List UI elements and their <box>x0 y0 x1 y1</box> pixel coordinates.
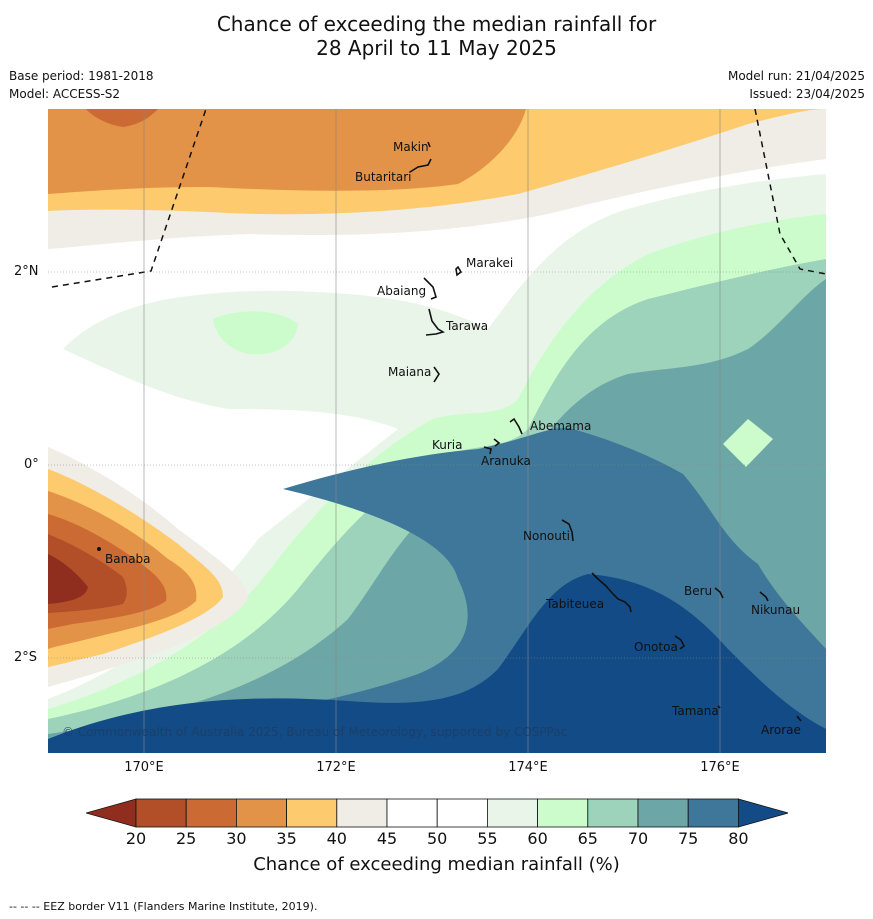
label-aranuka: Aranuka <box>481 454 531 468</box>
eez-border-west <box>51 109 207 288</box>
colorbar-tick-label: 25 <box>176 829 197 848</box>
colorbar-cell <box>436 798 488 828</box>
label-nikunau: Nikunau <box>751 603 800 617</box>
colorbar-cell <box>185 798 237 828</box>
title-line-2: 28 April to 11 May 2025 <box>316 36 557 60</box>
island-abaiang <box>423 277 437 300</box>
island-nonouti <box>561 519 574 542</box>
colorbar-cell <box>537 798 589 828</box>
colorbar-extend-low <box>86 798 137 828</box>
label-nonouti: Nonouti <box>523 529 570 543</box>
island-makin <box>427 141 431 148</box>
colorbar-cell <box>135 798 187 828</box>
island-onotoa <box>674 635 686 650</box>
model-run: Model run: 21/04/2025 <box>727 69 865 83</box>
label-makin: Makin <box>393 140 429 154</box>
contour-60-patch <box>213 311 298 355</box>
label-abemama: Abemama <box>530 419 591 433</box>
label-beru: Beru <box>684 584 712 598</box>
label-butaritari: Butaritari <box>355 170 412 184</box>
colorbar-tick-label: 65 <box>577 829 598 848</box>
colorbar-tick-label: 70 <box>627 829 649 848</box>
eez-legend-footer: -- -- -- EEZ border V11 (Flanders Marine… <box>9 900 318 913</box>
island-tabiteuea <box>591 572 632 613</box>
colorbar-cell <box>687 798 739 828</box>
colorbar-extend-high <box>738 798 788 828</box>
label-arorae: Arorae <box>761 723 801 737</box>
lon-label-174: 174°E <box>508 760 548 775</box>
island-beru <box>714 587 724 599</box>
island-tarawa <box>425 308 445 336</box>
colorbar-title: Chance of exceeding median rainfall (%) <box>253 854 620 875</box>
island-arorae <box>796 715 802 722</box>
contour-north-25 <box>86 109 158 127</box>
island-marakei <box>455 265 463 277</box>
colorbar <box>86 798 788 828</box>
colorbar-tick-label: 75 <box>678 829 699 848</box>
colorbar-cell <box>637 798 689 828</box>
colorbar-cell <box>386 798 438 828</box>
issued-date: Issued: 23/04/2025 <box>749 87 865 101</box>
island-maiana <box>433 366 440 383</box>
colorbar-tick-label: 40 <box>326 829 347 848</box>
colorbar-cell <box>486 798 538 828</box>
contour-80 <box>48 574 826 753</box>
contour-north-30 <box>48 109 526 194</box>
label-onotoa: Onotoa <box>634 640 678 654</box>
label-tamana: Tamana <box>671 704 719 718</box>
rainfall-map: Makin Butaritari Marakei Abaiang Tarawa … <box>48 109 826 753</box>
colorbar-cell <box>286 798 338 828</box>
lat-label-equator: 0° <box>24 457 39 472</box>
lat-label-2n: 2°N <box>14 264 39 279</box>
lon-label-170: 170°E <box>124 760 164 775</box>
label-maiana: Maiana <box>388 365 431 379</box>
colorbar-tick-label: 45 <box>376 829 398 848</box>
meta-right: Model run: 21/04/2025 Issued: 23/04/2025 <box>728 67 865 103</box>
title-line-1: Chance of exceeding the median rainfall … <box>216 12 657 36</box>
colorbar-tick-label: 50 <box>427 829 448 848</box>
colorbar-tick-label: 35 <box>276 829 297 848</box>
map-title: Chance of exceeding the median rainfall … <box>0 12 873 60</box>
colorbar-tick-label: 80 <box>728 829 749 848</box>
colorbar-cell <box>587 798 639 828</box>
label-marakei: Marakei <box>466 256 513 270</box>
colorbar-cell <box>235 798 287 828</box>
label-banaba: Banaba <box>105 552 151 566</box>
label-abaiang: Abaiang <box>377 284 426 298</box>
copyright-notice: © Commonwealth of Australia 2025, Bureau… <box>62 725 567 739</box>
island-aranuka <box>483 446 492 455</box>
base-period: Base period: 1981-2018 <box>9 69 154 83</box>
island-butaritari <box>409 158 432 173</box>
contour-west-below20 <box>48 554 88 604</box>
island-kuria <box>493 438 501 447</box>
colorbar-cell <box>336 798 388 828</box>
meta-left: Base period: 1981-2018 Model: ACCESS-S2 <box>9 67 154 103</box>
colorbar-tick-label: 55 <box>477 829 498 848</box>
label-kuria: Kuria <box>432 438 463 452</box>
label-tarawa: Tarawa <box>445 319 488 333</box>
eez-border-east <box>754 109 826 275</box>
island-nikunau <box>759 591 769 602</box>
island-tamana <box>717 705 721 709</box>
island-abemama <box>509 417 523 435</box>
lon-label-172: 172°E <box>316 760 356 775</box>
lat-label-2s: 2°S <box>14 650 38 665</box>
lon-label-176: 176°E <box>700 760 740 775</box>
island-banaba <box>96 546 101 551</box>
colorbar-tick-label: 60 <box>527 829 548 848</box>
colorbar-tick-label: 30 <box>226 829 247 848</box>
label-tabiteuea: Tabiteuea <box>545 597 604 611</box>
model-name: Model: ACCESS-S2 <box>9 87 121 101</box>
contour-65-hole <box>723 419 773 467</box>
colorbar-tick-label: 20 <box>125 829 147 848</box>
